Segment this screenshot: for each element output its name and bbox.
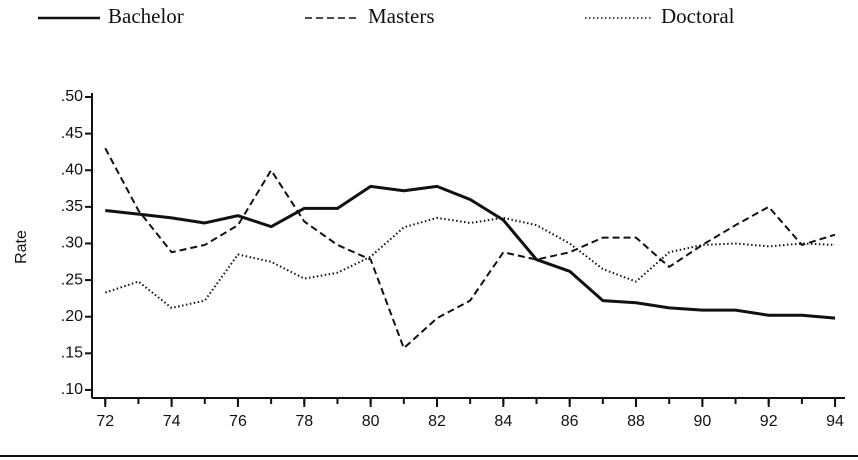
y-tick-label: .50 <box>61 88 83 105</box>
y-tick-label: .25 <box>61 271 83 288</box>
legend-label: Bachelor <box>108 4 184 28</box>
x-tick-label: 76 <box>229 413 247 430</box>
legend-label: Doctoral <box>661 4 735 28</box>
y-tick-label: .30 <box>61 235 83 252</box>
x-tick-label: 72 <box>96 413 114 430</box>
y-tick-label: .35 <box>61 198 83 215</box>
x-tick-label: 86 <box>561 413 579 430</box>
series-line <box>104 147 836 350</box>
series-line <box>105 184 836 320</box>
x-tick-label: 84 <box>494 413 512 430</box>
x-tick-label: 94 <box>826 413 844 430</box>
x-tick-label: 82 <box>428 413 446 430</box>
x-tick-label: 92 <box>760 413 778 430</box>
y-tick-label: .40 <box>61 161 83 178</box>
y-tick-label: .20 <box>61 308 83 325</box>
y-tick-label: .45 <box>61 125 83 142</box>
x-tick-label: 90 <box>693 413 711 430</box>
x-tick-label: 88 <box>627 413 645 430</box>
legend-label: Masters <box>368 4 435 28</box>
x-tick-label: 78 <box>295 413 313 430</box>
y-axis-label: Rate <box>13 230 30 264</box>
x-tick-label: 74 <box>163 413 181 430</box>
y-tick-label: .15 <box>61 345 83 362</box>
y-tick-label: .10 <box>61 381 83 398</box>
series-line <box>104 216 836 309</box>
x-tick-label: 80 <box>362 413 380 430</box>
